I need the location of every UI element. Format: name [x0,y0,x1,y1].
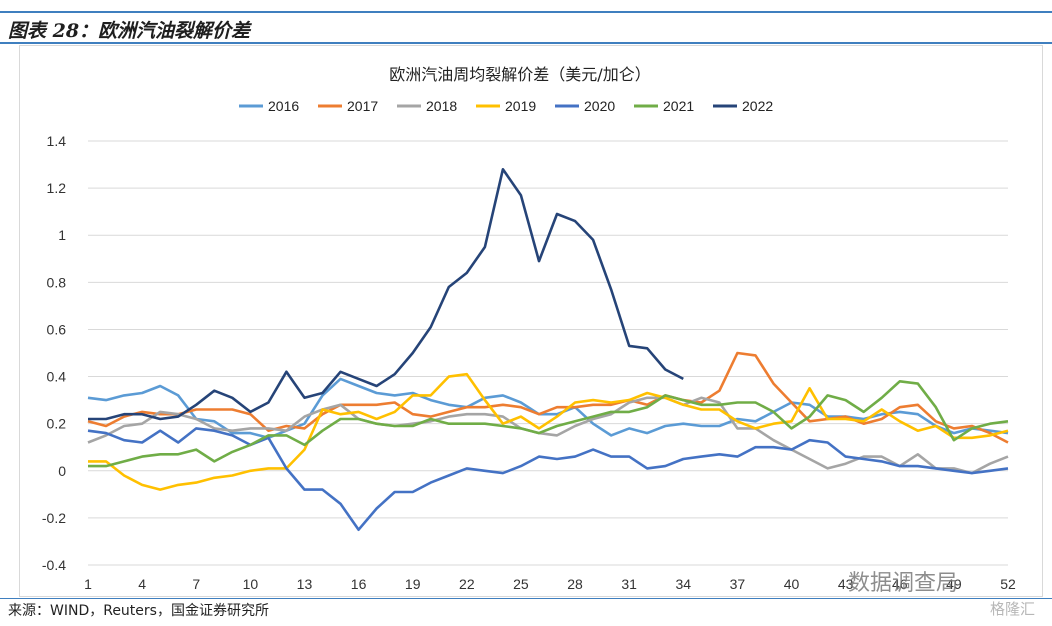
legend-label-2021: 2021 [663,98,694,114]
x-tick-label: 22 [459,576,475,592]
x-tick-label: 7 [192,576,200,592]
legend-label-2016: 2016 [268,98,299,114]
x-tick-label: 28 [567,576,583,592]
bottom-rule [0,598,1052,599]
x-tick-label: 19 [405,576,421,592]
legend-label-2019: 2019 [505,98,536,114]
source-note: 来源：WIND，Reuters，国金证券研究所 [8,603,269,619]
gridlines [88,140,1008,566]
x-tick-label: 52 [1000,576,1016,592]
figure-title: 图表 28：欧洲汽油裂解价差 [8,20,251,42]
x-tick-label: 37 [730,576,746,592]
y-axis: -0.4 -0.2 0 0.2 0.4 0.6 0.8 1 1.2 1.4 [42,133,66,573]
y-tick-label: 0.8 [47,274,67,290]
x-tick-label: 25 [513,576,529,592]
chart-title: 欧洲汽油周均裂解价差（美元/加仑） [389,65,650,84]
watermark-text: 数据调查局 [848,571,959,596]
x-tick-label: 40 [784,576,800,592]
x-tick-label: 16 [351,576,367,592]
legend: 2016 2017 2018 2019 2020 2021 2022 [239,98,773,114]
y-tick-label: 0.4 [47,369,67,385]
y-tick-label: 0.6 [47,321,67,337]
series-line-2022 [88,168,684,421]
y-tick-label: 1.4 [47,133,67,149]
legend-label-2018: 2018 [426,98,457,114]
series-line-2020 [87,427,1009,531]
x-tick-label: 43 [838,576,854,592]
y-tick-label: 0 [58,463,66,479]
y-tick-label: 1.2 [47,180,67,196]
watermark-secondary: 格隆汇 [990,600,1036,618]
x-tick-label: 1 [84,576,92,592]
legend-label-2022: 2022 [742,98,773,114]
series-line-2016 [87,377,1009,440]
x-tick-label: 31 [621,576,637,592]
series-line-2018 [87,396,1009,475]
y-tick-label: 0.2 [47,416,67,432]
series-group [87,168,1009,531]
x-tick-label: 4 [138,576,146,592]
y-tick-label: 1 [58,227,66,243]
header-rule [0,42,1052,44]
x-tick-label: 34 [676,576,692,592]
x-tick-label: 49 [946,576,962,592]
series-line-2021 [88,380,1009,468]
top-rule [0,11,1052,13]
x-tick-label: 10 [243,576,259,592]
x-axis: 1 4 7 10 13 16 19 22 25 28 31 34 37 40 43 46 49 52 [84,576,1016,592]
legend-label-2020: 2020 [584,98,615,114]
series-line-2019 [88,372,1009,491]
chart-frame [19,45,1043,597]
x-tick-label: 46 [892,576,908,592]
x-tick-label: 13 [297,576,313,592]
legend-label-2017: 2017 [347,98,378,114]
y-tick-label: -0.2 [42,510,66,526]
y-tick-label: -0.4 [42,557,66,573]
